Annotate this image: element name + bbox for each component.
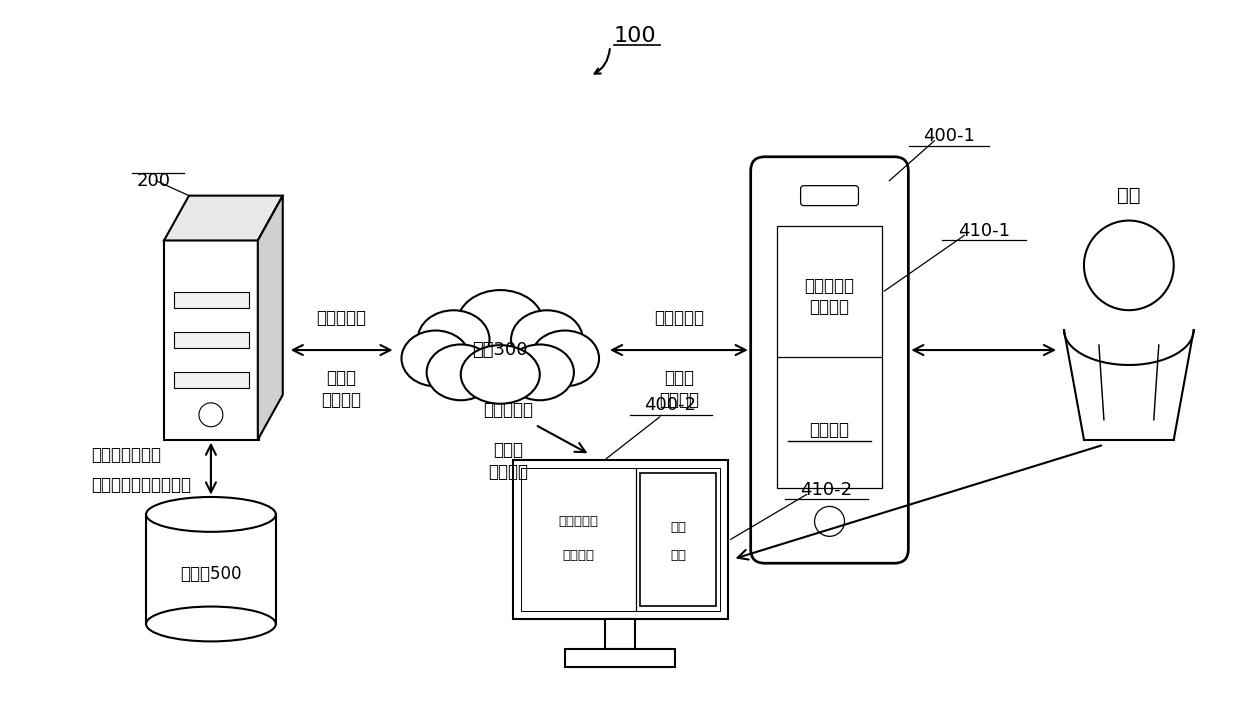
Text: 待处理文本: 待处理文本 <box>483 401 533 419</box>
Text: （或医疗实体词集合）: （或医疗实体词集合） <box>92 476 191 494</box>
Text: 牙龈出血: 牙龈出血 <box>809 421 850 439</box>
Text: 分类结果: 分类结果 <box>322 391 362 409</box>
Bar <box>565 649 675 667</box>
Text: 分类结果: 分类结果 <box>488 463 528 481</box>
Text: 分类结果: 分类结果 <box>659 391 699 409</box>
Text: 待处理文本: 待处理文本 <box>317 309 367 327</box>
Bar <box>513 460 727 619</box>
Text: 牙龈: 牙龈 <box>670 521 686 534</box>
Text: 100: 100 <box>613 26 657 46</box>
FancyBboxPatch shape <box>800 186 859 206</box>
Text: 牙龈出血: 牙龈出血 <box>563 549 595 562</box>
Ellipse shape <box>418 310 489 369</box>
Ellipse shape <box>457 290 544 357</box>
Text: 实体词: 实体词 <box>493 440 523 458</box>
Bar <box>777 225 882 487</box>
Ellipse shape <box>461 345 540 404</box>
Bar <box>173 292 249 308</box>
Ellipse shape <box>510 310 582 369</box>
Bar <box>173 332 249 348</box>
Text: 400-1: 400-1 <box>923 127 975 145</box>
Text: 待处理文本: 待处理文本 <box>654 309 704 327</box>
Bar <box>164 240 259 440</box>
Bar <box>605 619 634 649</box>
Polygon shape <box>258 196 282 440</box>
Circle shape <box>814 506 845 536</box>
Circle shape <box>1084 220 1173 310</box>
Bar <box>522 468 720 611</box>
Ellipse shape <box>426 344 494 400</box>
Bar <box>146 514 276 624</box>
FancyBboxPatch shape <box>751 157 908 563</box>
Ellipse shape <box>401 331 470 386</box>
Text: 200: 200 <box>138 172 171 190</box>
Ellipse shape <box>146 497 276 532</box>
Text: 实体词: 实体词 <box>327 369 357 387</box>
Text: 出血: 出血 <box>670 549 686 562</box>
Text: 网络300: 网络300 <box>472 341 528 359</box>
Text: 数据库500: 数据库500 <box>180 565 242 583</box>
Text: 400-2: 400-2 <box>644 396 696 414</box>
Ellipse shape <box>146 606 276 641</box>
Circle shape <box>199 403 223 427</box>
Bar <box>173 372 249 388</box>
Text: 种子实体词集合: 种子实体词集合 <box>92 445 161 464</box>
Ellipse shape <box>530 331 598 386</box>
Text: 实体词: 实体词 <box>664 369 694 387</box>
Ellipse shape <box>506 344 574 400</box>
Text: 410-2: 410-2 <box>800 481 852 498</box>
Text: 用户: 用户 <box>1118 186 1141 205</box>
Text: 410-1: 410-1 <box>958 222 1010 240</box>
Text: 病历文本：
牙龈出血: 病历文本： 牙龈出血 <box>804 277 855 316</box>
Bar <box>641 473 716 606</box>
Polygon shape <box>164 196 282 240</box>
Text: 病历文本：: 病历文本： <box>559 515 598 528</box>
